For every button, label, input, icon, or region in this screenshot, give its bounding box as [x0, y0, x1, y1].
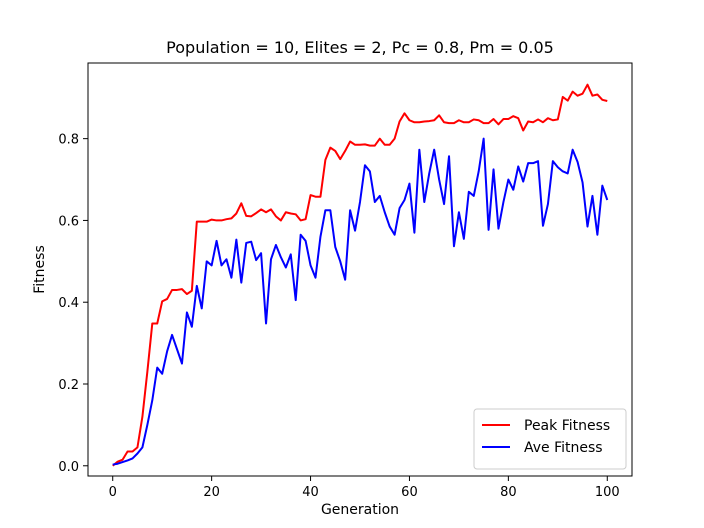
x-tick-label: 0 — [109, 485, 117, 500]
y-tick-label: 0.6 — [58, 214, 79, 229]
series-line-0 — [112, 83, 608, 467]
x-tick-label: 20 — [203, 485, 220, 500]
y-axis-ticks: 0.0 0.2 0.4 0.6 0.8 — [58, 133, 88, 475]
y-tick-label: 0.0 — [58, 460, 79, 475]
legend: Peak Fitness Ave Fitness — [473, 408, 627, 470]
series-line-1 — [112, 137, 609, 466]
legend-box — [473, 408, 627, 470]
x-axis-label: Generation — [321, 502, 399, 518]
x-tick-label: 40 — [302, 485, 319, 500]
legend-label-0: Peak Fitness — [524, 418, 610, 434]
x-axis-ticks: 0 20 40 60 80 100 — [109, 476, 620, 500]
x-tick-label: 100 — [595, 485, 620, 500]
y-tick-label: 0.2 — [58, 378, 79, 393]
x-tick-label: 80 — [500, 485, 517, 500]
y-axis-label: Fitness — [32, 245, 48, 294]
series-lines — [112, 83, 609, 467]
y-tick-label: 0.4 — [58, 296, 79, 311]
chart-title: Population = 10, Elites = 2, Pc = 0.8, P… — [166, 38, 554, 57]
x-tick-label: 60 — [401, 485, 418, 500]
plot-area-frame — [87, 62, 633, 477]
y-tick-label: 0.8 — [58, 133, 79, 148]
legend-label-1: Ave Fitness — [524, 440, 603, 456]
